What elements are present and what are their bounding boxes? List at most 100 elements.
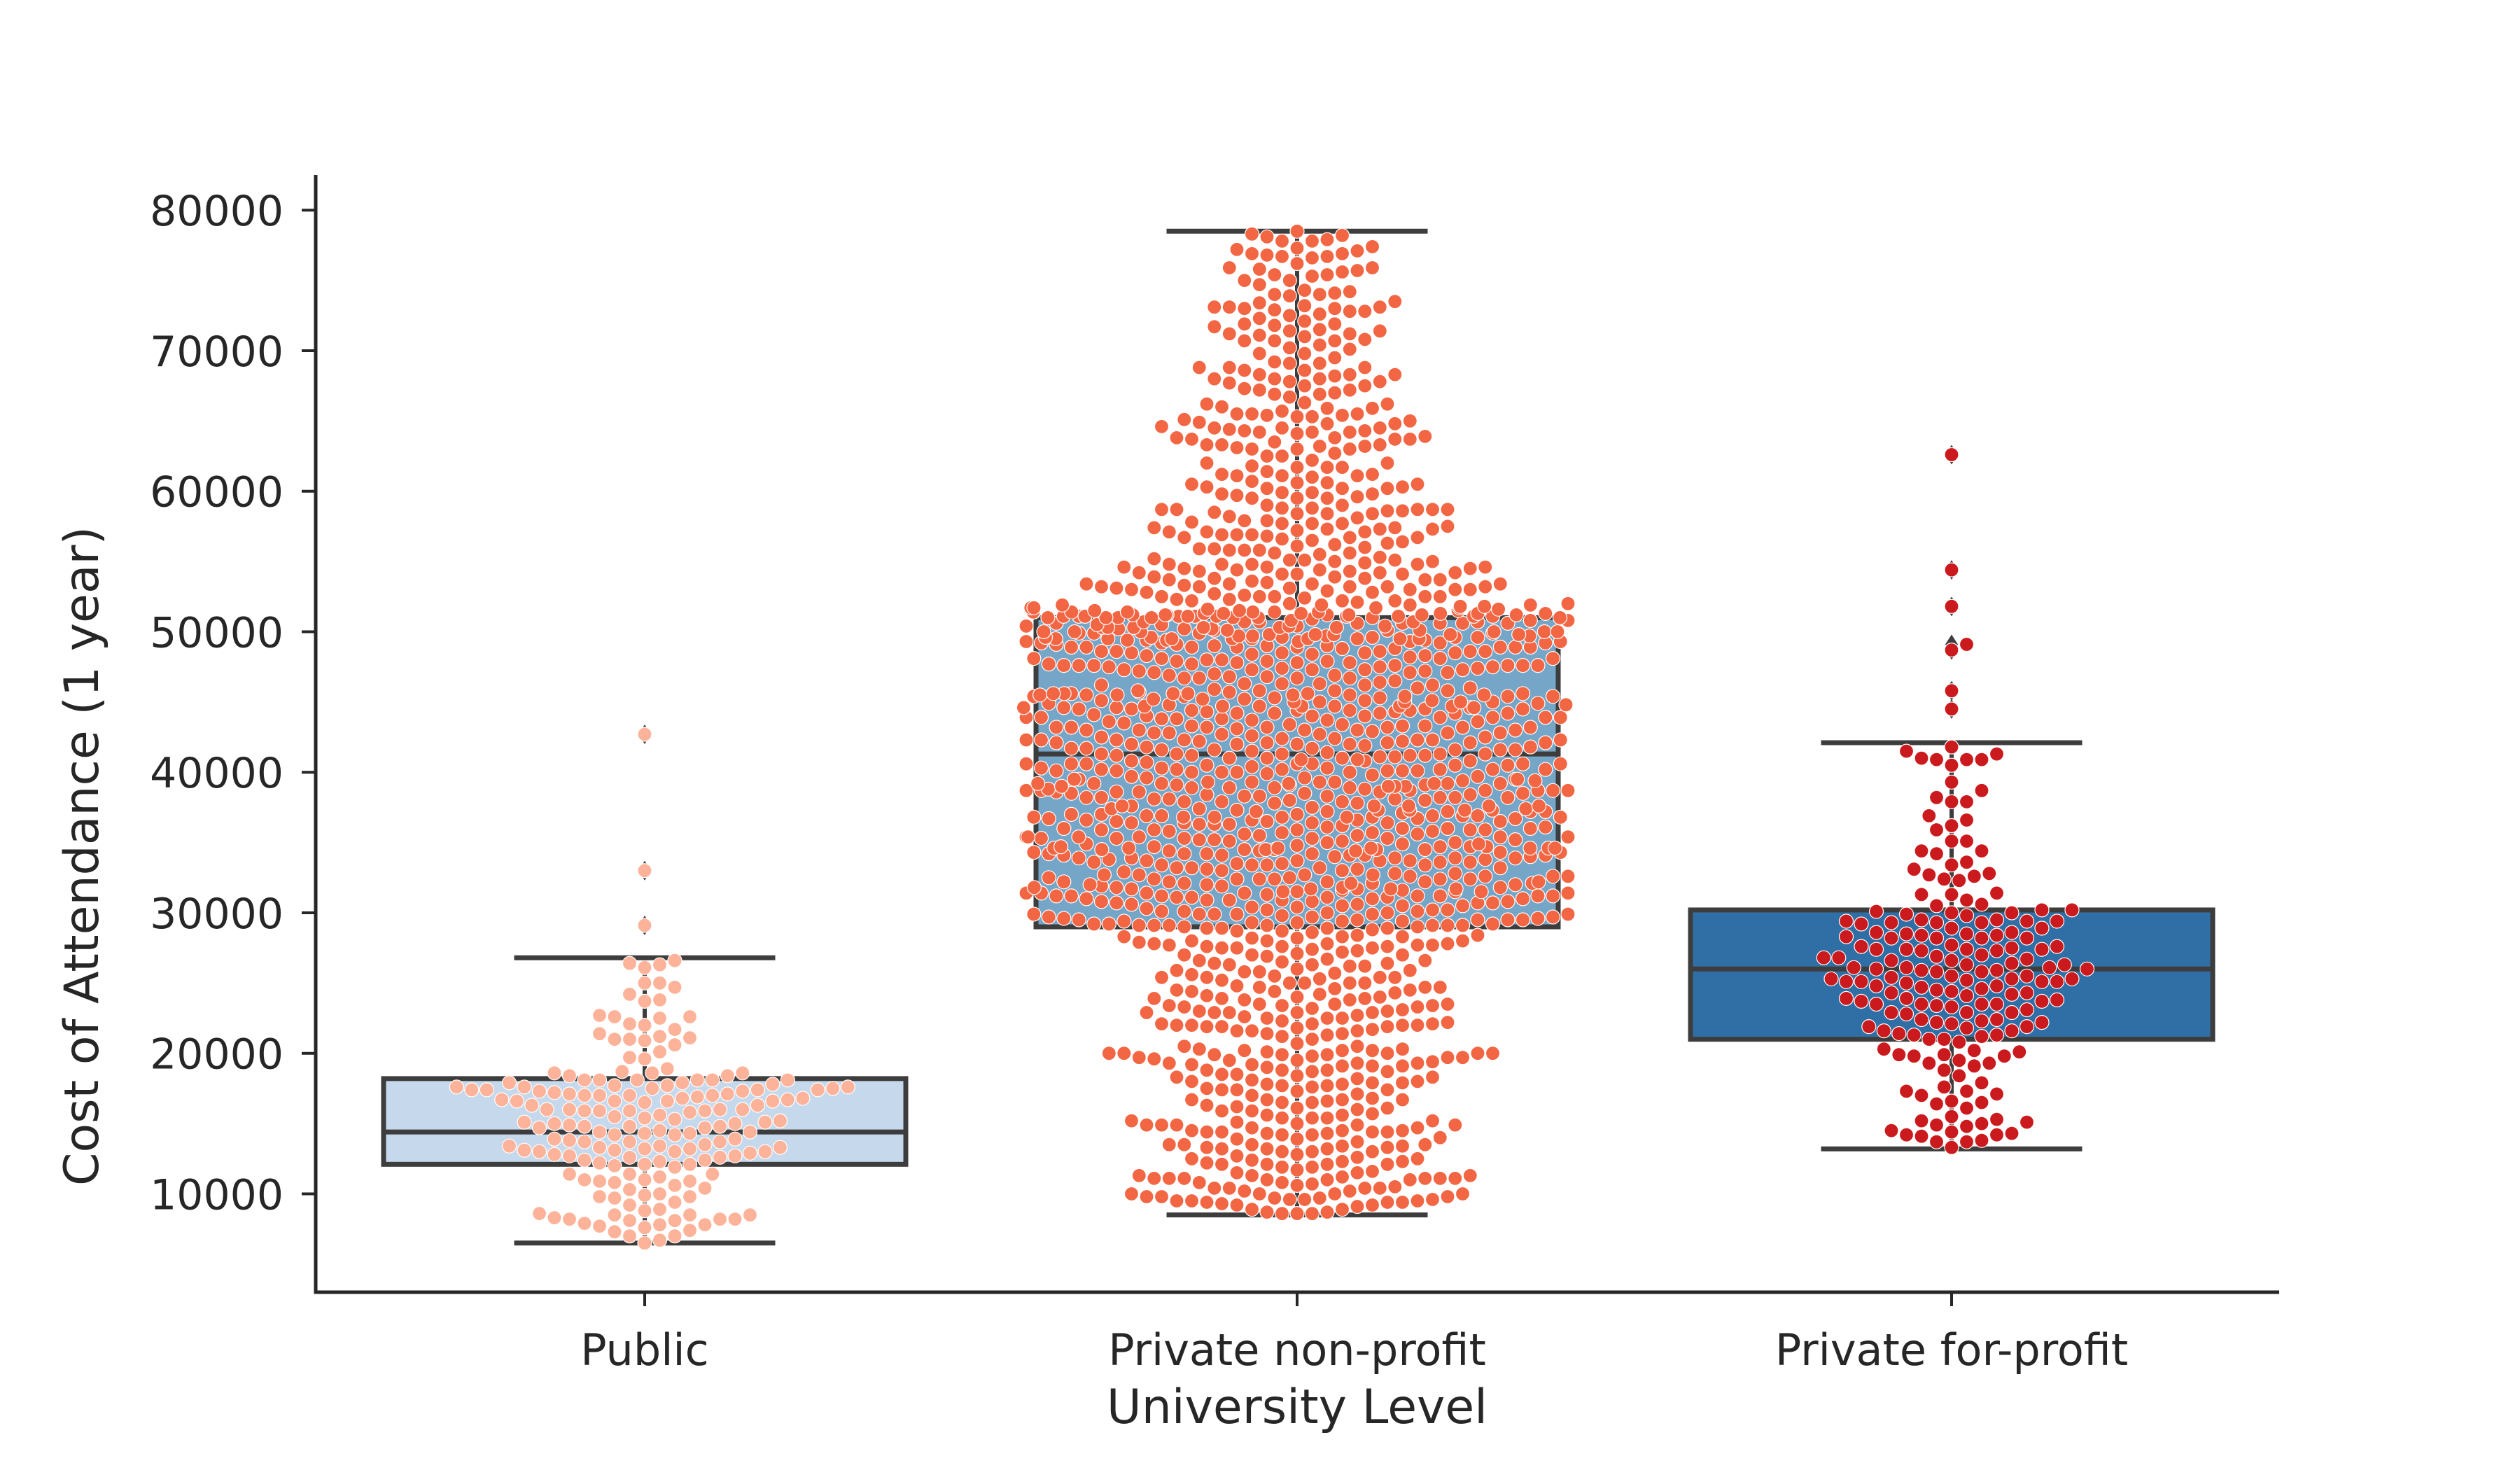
swarm-point [1304,485,1320,500]
swarm-point [1928,930,1945,946]
swarm-point [1109,880,1124,895]
swarm-point [1380,778,1396,794]
swarm-point [1944,968,1959,983]
swarm-point [1303,881,1319,897]
swarm-point [1440,519,1455,534]
swarm-point [1380,1140,1395,1155]
swarm-point [622,1088,638,1103]
swarm-point [1267,386,1282,402]
swarm-point [1921,867,1937,883]
swarm-point [2034,974,2050,989]
swarm-point [1199,437,1214,453]
swarm-point [1402,748,1418,763]
swarm-point [1312,1190,1327,1206]
swarm-point [1486,624,1502,640]
swarm-point [1372,522,1387,537]
swarm-point [1169,592,1184,607]
swarm-point [1492,829,1508,845]
swarm-point [1974,752,1989,767]
swarm-point [1500,657,1516,673]
swarm-point [1063,888,1079,904]
swarm-point [1394,534,1410,550]
swarm-point [1267,333,1282,349]
swarm-point [1312,337,1327,353]
swarm-point [1470,769,1485,784]
swarm-point [1952,873,1967,888]
swarm-point [1274,420,1290,436]
swarm-point [1184,514,1200,530]
swarm-point [1518,801,1534,817]
swarm-point [1259,229,1275,244]
swarm-point [1418,1170,1433,1186]
swarm-point [1177,1137,1192,1152]
swarm-point [1387,1179,1403,1195]
swarm-point [1289,506,1305,522]
x-axis-label: University Level [1107,1380,1488,1435]
swarm-point [1974,947,1989,962]
swarm-point [1357,975,1373,990]
swarm-point [1364,239,1380,254]
swarm-point [607,1093,622,1109]
swarm-point [1207,319,1222,335]
swarm-point [1364,1144,1380,1159]
swarm-point [637,1156,652,1172]
swarm-point [652,1107,668,1123]
swarm-point [1418,748,1433,763]
swarm-point [592,1072,608,1088]
swarm-point [1414,607,1429,623]
swarm-point [1274,1063,1290,1078]
swarm-point [1485,762,1501,777]
swarm-point [1199,787,1214,802]
swarm-point [1093,822,1110,838]
swarm-point [1424,937,1441,953]
swarm-point [1522,597,1538,612]
swarm-point [1320,1110,1335,1126]
swarm-point [1320,713,1335,728]
swarm-point [1329,620,1344,636]
swarm-point [1199,704,1214,720]
swarm-point [1380,536,1395,551]
swarm-point [1492,813,1508,830]
swarm-point [1334,833,1350,849]
swarm-point [1036,624,1051,640]
swarm-point [1357,958,1373,974]
swarm-point [1944,794,1959,810]
swarm-point [1289,930,1305,946]
swarm-point [1289,1100,1305,1116]
swarm-point [675,1091,690,1106]
swarm-point [1342,382,1357,398]
swarm-point [464,1082,479,1098]
swarm-point [1274,939,1290,954]
swarm-point [1297,770,1312,785]
swarm-point [1199,455,1214,471]
swarm-point [1063,720,1079,735]
swarm-point [1327,569,1343,584]
swarm-point [1492,844,1508,860]
swarm-point [1372,565,1387,580]
swarm-point [645,1081,660,1096]
swarm-point [1914,1011,1929,1028]
swarm-point [1289,491,1305,506]
swarm-point [1334,264,1350,280]
swarm-point [1394,503,1410,519]
swarm-point [1364,724,1380,739]
swarm-point [1259,766,1275,781]
swarm-point [1364,466,1380,482]
swarm-point [1342,703,1357,718]
swarm-point [561,1086,578,1102]
swarm-point [1161,668,1177,683]
swarm-point [1214,652,1230,668]
swarm-point [1334,794,1350,810]
swarm-point [1334,640,1350,657]
swarm-point [1816,950,1831,965]
swarm-point [1110,687,1125,703]
swarm-point [1462,872,1478,887]
swarm-point [1380,763,1395,778]
swarm-point [637,1220,652,1236]
swarm-point [637,1095,652,1110]
swarm-point [1229,1114,1245,1130]
swarm-point [1327,350,1343,365]
swarm-point [1440,776,1455,791]
swarm-point [1214,1103,1230,1119]
swarm-point [1177,1170,1192,1186]
